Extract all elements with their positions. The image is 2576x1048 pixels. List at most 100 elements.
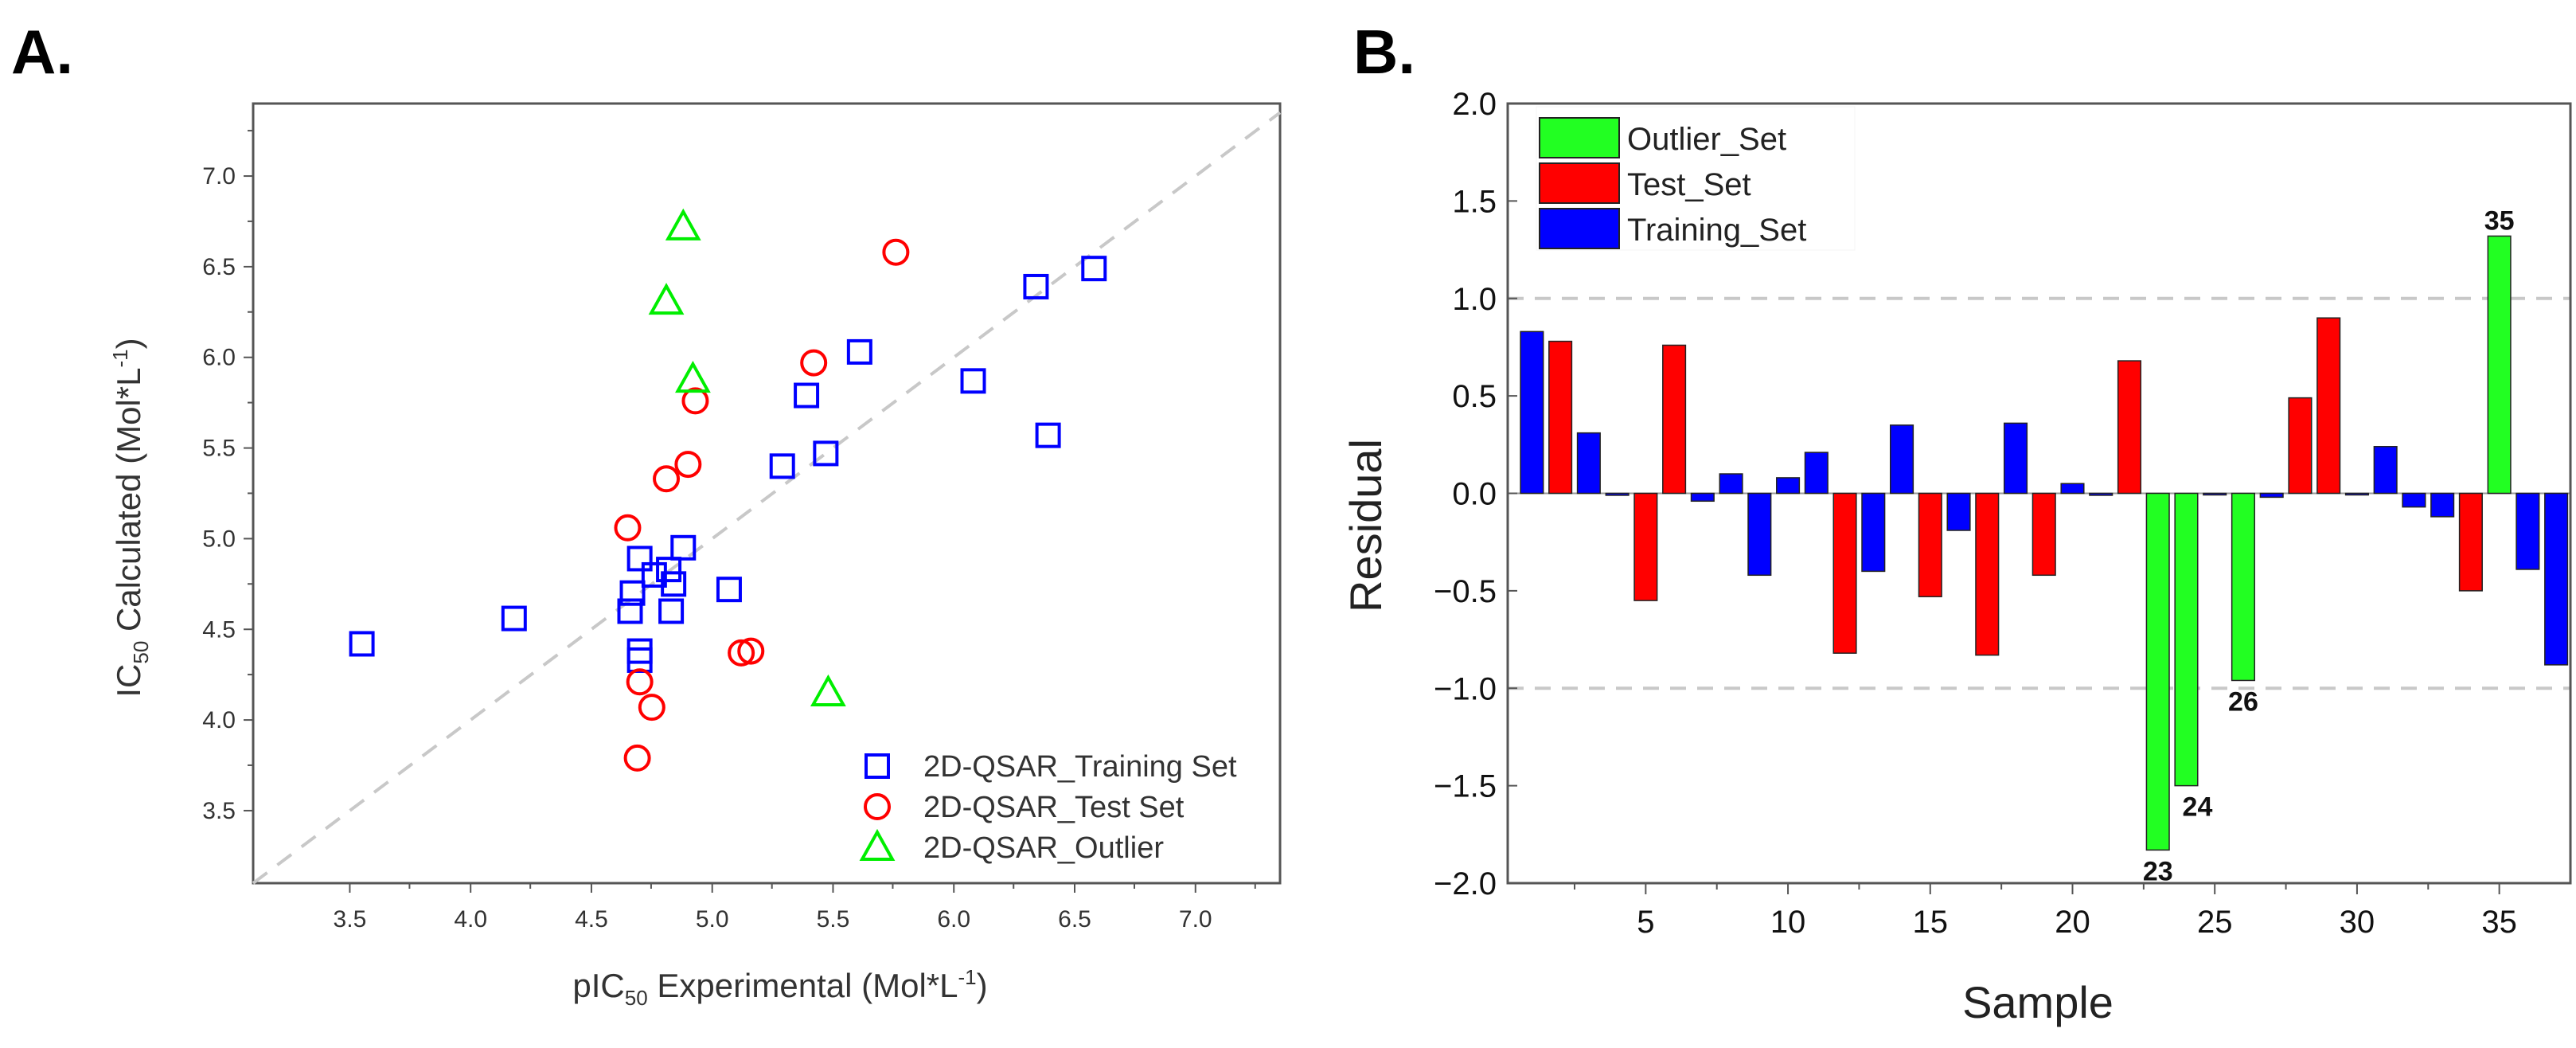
x-tick-label-a: 7.0: [1179, 906, 1212, 933]
y-tick-label-a: 4.5: [202, 616, 236, 643]
y-tick-label-a: 6.5: [202, 254, 236, 280]
data-point-training: [813, 440, 839, 467]
bar-sample-12: [1832, 492, 1857, 654]
y-tick-label-b: 1.5: [1452, 184, 1497, 219]
data-point-training: [794, 382, 820, 409]
y-tick-label-a: 7.0: [202, 163, 236, 190]
x-tick-label-b: 10: [1770, 905, 1806, 940]
y-axis-label-a: IC50 Calculated (Mol*L-1): [108, 338, 153, 697]
bar-sample-18: [2003, 422, 2028, 495]
y-axis-label-b: Residual: [1341, 439, 1391, 612]
bar-sample-24: [2174, 492, 2199, 787]
bar-sample-1: [1520, 330, 1544, 495]
y-tick-label-b: −2.0: [1434, 866, 1497, 901]
data-point-training: [769, 453, 795, 479]
y-tick-label-b: −0.5: [1434, 574, 1497, 609]
bar-sample-6: [1662, 344, 1687, 495]
bar-sample-7: [1690, 492, 1715, 502]
legend-swatch-test: [1539, 162, 1620, 204]
bar-sample-2: [1548, 340, 1573, 495]
data-point-training: [641, 561, 667, 588]
data-point-training: [626, 638, 653, 664]
data-point-outlier: [648, 283, 685, 315]
panel-a-scatter: A. 3.5 4.0 4.5 5.0 5.5 6.0 6.5 7.0 3.5 4.0 4.5 5.0 5…: [11, 17, 1282, 1010]
x-tick-label-a: 6.0: [937, 906, 970, 933]
data-point-test: [623, 744, 651, 772]
data-point-training: [670, 534, 697, 561]
legend-b: Outlier_Set Test_Set Training_Set: [1536, 106, 1856, 251]
x-tick-label-b: 20: [2055, 905, 2090, 940]
data-point-training: [626, 647, 653, 673]
data-point-test: [800, 349, 828, 377]
x-axis-label-a: pIC50 Experimental (Mol*L-1): [572, 965, 987, 1010]
data-point-outlier: [665, 208, 701, 240]
x-tick-label-a: 6.5: [1058, 906, 1091, 933]
data-point-test: [626, 668, 654, 696]
legend-marker-training: [865, 753, 890, 779]
bar-sample-21: [2089, 492, 2113, 496]
x-tick-label-a: 5.0: [696, 906, 729, 933]
y-tick-label-b: 1.0: [1452, 282, 1497, 317]
y-tick-label-b: 0.5: [1452, 379, 1497, 414]
data-point-test: [737, 637, 765, 665]
data-point-test: [614, 514, 642, 542]
legend-swatch-training: [1539, 208, 1620, 249]
x-tick-label-a: 3.5: [334, 906, 367, 933]
legend-label-test: Test_Set: [1627, 167, 1751, 202]
bar-sample-36: [2516, 492, 2540, 570]
legend-a: 2D-QSAR_Training Set 2D-QSAR_Test Set 2D-Q…: [859, 750, 1237, 865]
x-tick-label-b: 35: [2481, 905, 2517, 940]
panel-b-label: B.: [1353, 17, 1415, 87]
legend-marker-test: [864, 793, 891, 820]
reference-line-y-equals-x: [252, 111, 1282, 885]
bar-sample-14: [1889, 424, 1914, 495]
data-point-test: [674, 451, 702, 479]
bar-sample-32: [2402, 492, 2426, 508]
data-point-training: [960, 368, 986, 394]
data-point-training: [846, 338, 872, 365]
data-point-training: [1035, 422, 1061, 448]
bar-sample-27: [2259, 492, 2284, 499]
y-tick-label-b: 2.0: [1452, 87, 1497, 122]
legend-label-outlier: 2D-QSAR_Outlier: [923, 831, 1164, 865]
y-tick-label-a: 5.0: [202, 526, 236, 552]
legend-swatch-outlier_bar: [1539, 117, 1620, 158]
x-tick-label-a: 5.5: [817, 906, 850, 933]
bar-annotation: 24: [2183, 792, 2213, 823]
panel-a-label: A.: [11, 17, 73, 87]
bar-sample-23: [2145, 492, 2170, 851]
x-tick-label-a: 4.0: [454, 906, 487, 933]
data-point-training: [501, 605, 527, 632]
bar-sample-4: [1605, 492, 1630, 496]
data-point-training: [656, 557, 682, 583]
data-point-training: [661, 571, 687, 597]
data-point-training: [349, 631, 375, 657]
data-point-test: [638, 694, 665, 721]
panel-b-residual-bars: B. 23 24 26 35 5 10 15 20 25 30 35 2.0 1.5 1.0 0.5 0.0…: [1341, 17, 2572, 1027]
bar-sample-9: [1747, 492, 1772, 577]
data-point-training: [617, 598, 643, 624]
data-point-test: [882, 238, 910, 266]
bar-sample-8: [1719, 473, 1743, 495]
bar-sample-35: [2487, 235, 2512, 495]
y-tick-label-b: −1.0: [1434, 671, 1497, 706]
bar-sample-11: [1804, 452, 1829, 495]
bar-sample-5: [1633, 492, 1658, 601]
x-tick-label-b: 25: [2197, 905, 2233, 940]
data-point-test: [653, 465, 681, 493]
legend-label-training: 2D-QSAR_Training Set: [923, 750, 1237, 784]
x-tick-label-b: 5: [1637, 905, 1654, 940]
data-point-training: [1023, 273, 1049, 299]
bar-sample-26: [2231, 492, 2256, 682]
data-point-training: [658, 598, 685, 624]
bar-sample-34: [2458, 492, 2483, 592]
legend-label-outlier_bar: Outlier_Set: [1627, 122, 1786, 157]
bar-sample-31: [2373, 446, 2398, 495]
bar-sample-10: [1776, 477, 1801, 495]
data-point-training: [619, 580, 646, 606]
y-tick-label-a: 5.5: [202, 436, 236, 462]
y-tick-label-a: 6.0: [202, 345, 236, 371]
bar-annotation: 26: [2228, 686, 2258, 717]
bar-annotation: 35: [2484, 205, 2515, 236]
